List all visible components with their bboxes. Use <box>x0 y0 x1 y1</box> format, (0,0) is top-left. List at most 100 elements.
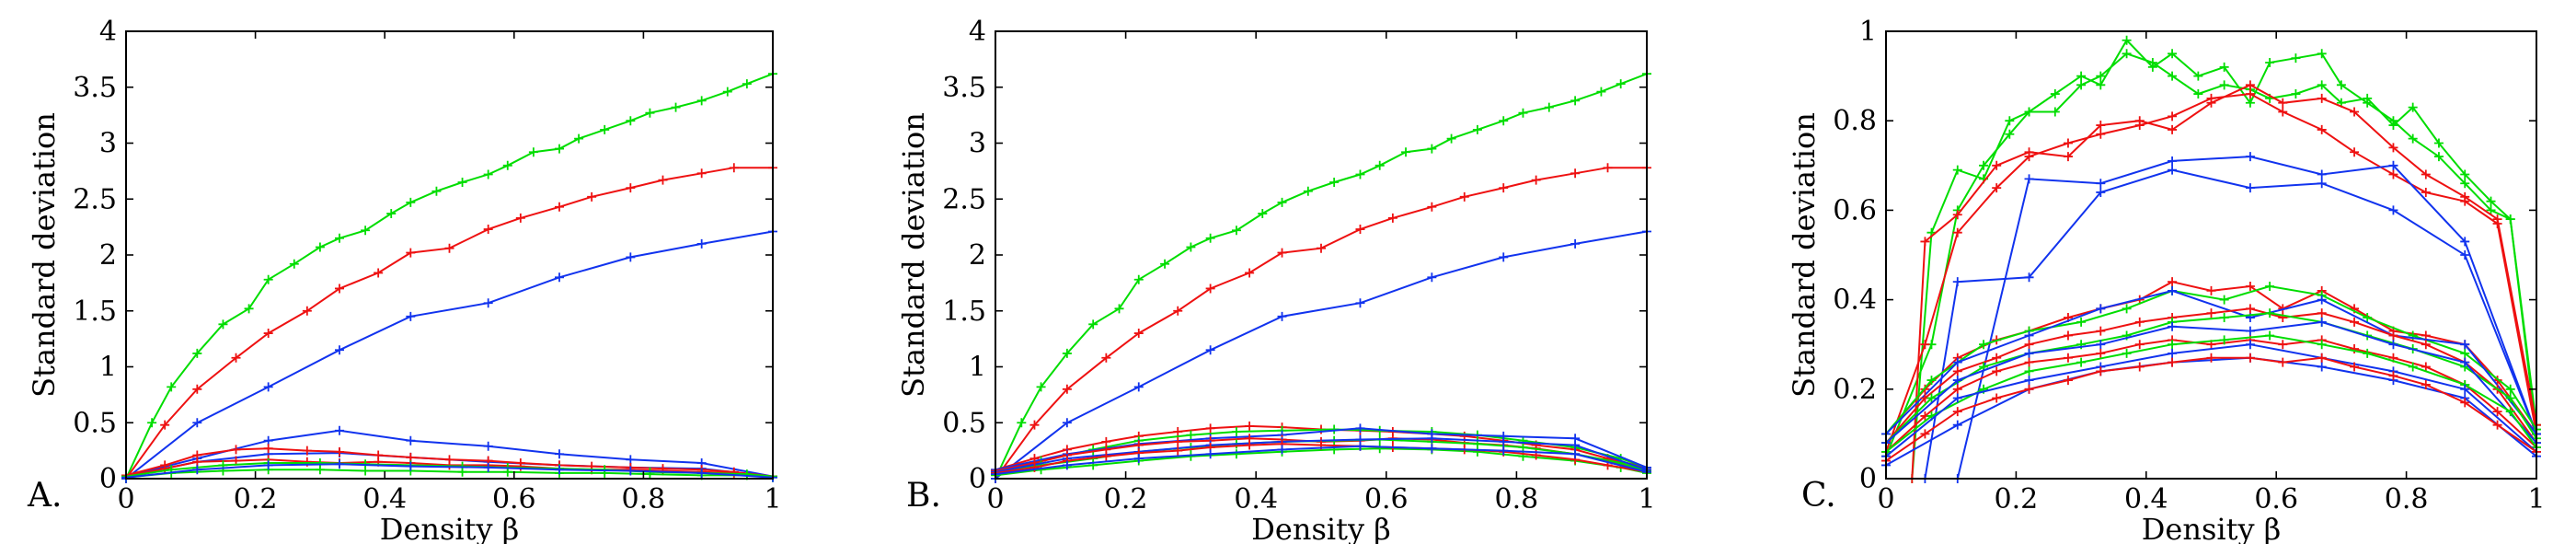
series-blue-mid-2 <box>1881 317 2541 448</box>
y-tick-label: 2 <box>99 239 117 272</box>
data-point <box>2245 80 2255 90</box>
y-axis-label: Standard deviation <box>896 112 931 398</box>
data-point <box>671 102 681 112</box>
data-point <box>2219 313 2229 323</box>
data-point <box>1277 248 1287 258</box>
y-tick-label: 1 <box>969 352 986 384</box>
data-point <box>302 306 312 316</box>
data-point <box>1160 259 1170 269</box>
data-point <box>2134 317 2145 327</box>
data-point <box>1173 306 1183 316</box>
axes-frame <box>1885 30 2537 480</box>
data-point <box>1205 423 1215 434</box>
series-red-mid-4 <box>1881 353 2541 466</box>
data-point <box>2408 133 2418 144</box>
data-point <box>2063 152 2073 162</box>
series-red-top-1 <box>1907 80 2541 483</box>
x-axis-label: Density β <box>380 512 519 544</box>
x-tick-label: 0.4 <box>1234 483 1278 515</box>
data-point <box>1329 178 1340 188</box>
data-point <box>289 259 299 269</box>
data-point <box>2168 165 2178 175</box>
data-point <box>1570 96 1581 106</box>
panel-letter: C. <box>1801 477 1836 515</box>
data-point <box>334 425 344 435</box>
data-point <box>2317 362 2327 372</box>
data-point <box>2388 121 2398 131</box>
data-point <box>1245 421 1255 431</box>
axes-frame <box>995 30 1648 480</box>
data-point <box>1133 382 1144 392</box>
data-point <box>1101 353 1111 363</box>
y-tick-label: 0.5 <box>73 407 117 439</box>
data-point <box>2096 326 2106 336</box>
data-point <box>457 178 467 188</box>
data-point <box>2096 348 2106 358</box>
data-point <box>263 382 273 392</box>
data-point <box>192 457 202 467</box>
data-point <box>1544 102 1554 112</box>
data-point <box>1231 426 1241 436</box>
x-tick-label: 0 <box>1877 483 1894 515</box>
data-point <box>244 304 254 314</box>
data-point <box>696 238 707 249</box>
data-point <box>1374 160 1385 170</box>
data-point <box>1101 451 1111 461</box>
data-point <box>2336 80 2346 90</box>
data-point <box>2265 58 2275 68</box>
x-axis-label: Density β <box>2142 512 2281 544</box>
data-point <box>2122 49 2132 59</box>
data-point <box>2421 340 2431 350</box>
data-point <box>1355 441 1365 451</box>
y-tick-label: 2.5 <box>942 183 986 215</box>
x-tick-label: 0.4 <box>2124 483 2168 515</box>
data-point <box>555 449 565 459</box>
series-red-top-2 <box>1881 89 2541 457</box>
x-tick-label: 0.4 <box>362 483 407 515</box>
data-point <box>2219 80 2229 90</box>
y-tick-label: 0.8 <box>1833 105 1877 137</box>
data-point <box>2076 80 2087 90</box>
series-green-top-1 <box>1907 35 2541 483</box>
data-point <box>1062 460 1072 470</box>
data-point <box>1472 124 1482 134</box>
data-point <box>2265 282 2275 292</box>
data-point <box>1427 444 1437 454</box>
data-point <box>1952 407 1962 417</box>
data-point <box>1570 440 1581 450</box>
data-point <box>1029 462 1040 472</box>
data-point <box>1401 147 1411 157</box>
data-point <box>1570 168 1581 179</box>
data-point <box>386 209 397 219</box>
y-tick-label: 0 <box>969 463 986 495</box>
data-point <box>2388 330 2398 341</box>
data-point <box>2278 107 2288 117</box>
data-point <box>1231 226 1241 236</box>
data-point <box>2408 362 2418 372</box>
data-point <box>361 226 371 236</box>
data-point <box>1374 444 1385 454</box>
data-point <box>263 274 273 284</box>
data-point <box>2005 116 2015 126</box>
data-point <box>1173 436 1183 446</box>
data-point <box>626 455 636 465</box>
y-tick-label: 4 <box>99 16 117 48</box>
x-tick-label: 1 <box>2527 483 2545 515</box>
data-point <box>2076 71 2087 81</box>
data-point <box>2278 98 2288 108</box>
data-point <box>1303 186 1313 196</box>
data-point <box>2168 49 2178 59</box>
x-tick-label: 0.6 <box>1364 483 1409 515</box>
data-point <box>2388 205 2398 215</box>
data-point <box>192 348 202 358</box>
series-line-blue-upper <box>995 230 1648 480</box>
data-point <box>626 252 636 262</box>
data-point <box>2168 340 2178 350</box>
panel-letter: B. <box>906 477 941 515</box>
data-point <box>1355 225 1365 235</box>
data-point <box>483 225 493 235</box>
data-point <box>315 242 325 252</box>
data-point <box>696 168 707 179</box>
data-point <box>483 441 493 451</box>
data-point <box>2096 129 2106 139</box>
